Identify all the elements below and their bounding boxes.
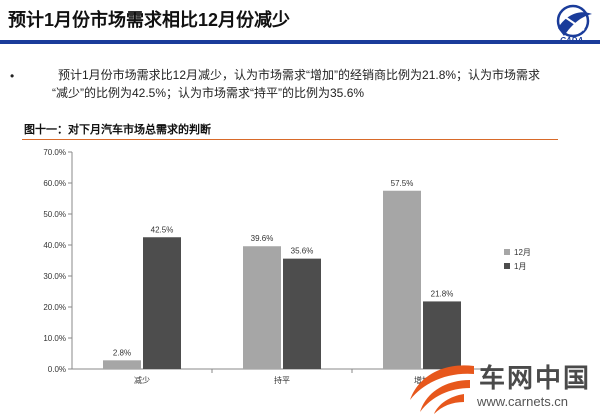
y-tick-label: 40.0% (43, 241, 66, 250)
bullet-text: 预计1月份市场需求比12月减少，认为市场需求“增加”的经销商比例为21.8%；认… (52, 66, 593, 102)
cada-logo-icon: CADA (556, 4, 592, 44)
bar-jan (143, 237, 181, 369)
slide-title: 预计1月份市场需求相比12月份减少 (8, 10, 291, 30)
x-tick-label: 持平 (274, 375, 290, 385)
legend-label: 1月 (514, 262, 526, 271)
figure-caption: 图十一：对下月汽车市场总需求的判断 (24, 124, 211, 136)
x-tick-label: 减少 (134, 375, 150, 385)
bullet-marker: • (10, 69, 15, 83)
y-tick-label: 20.0% (43, 303, 66, 312)
y-tick-label: 10.0% (43, 334, 66, 343)
watermark-url: www.carnets.cn (477, 394, 569, 409)
legend-swatch (504, 263, 510, 269)
y-tick-label: 0.0% (48, 365, 66, 374)
title-rule (0, 40, 600, 44)
x-tick-label: 增加 (414, 375, 430, 385)
y-tick-label: 60.0% (43, 179, 66, 188)
y-tick-label: 70.0% (43, 148, 66, 157)
bullet-line-2: “减少”的比例为42.5%；认为市场需求“持平”的比例为35.6% (52, 86, 365, 100)
legend-label: 12月 (514, 248, 531, 257)
data-label: 42.5% (151, 225, 174, 234)
y-tick-label: 50.0% (43, 210, 66, 219)
data-label: 21.8% (431, 289, 454, 298)
watermark: 车网中国 www.carnets.cn (404, 358, 600, 419)
y-tick-label: 30.0% (43, 272, 66, 281)
bullet-line-1: 预计1月份市场需求比12月减少，认为市场需求“增加”的经销商比例为21.8%；认… (58, 68, 541, 82)
data-label: 39.6% (251, 234, 274, 243)
swoosh-logo-icon (410, 365, 474, 414)
bar-dec (383, 190, 421, 369)
data-label: 57.5% (391, 179, 414, 188)
bar-dec (103, 360, 141, 369)
data-label: 35.6% (291, 247, 314, 256)
bar-jan (283, 258, 321, 369)
data-label: 2.8% (113, 348, 131, 357)
bar-jan (423, 301, 461, 369)
bar-dec (243, 246, 281, 369)
legend-swatch (504, 249, 510, 255)
svg-text:CADA: CADA (560, 36, 583, 44)
caption-rule (22, 139, 558, 140)
watermark-brand-text: 车网中国 (479, 363, 592, 393)
